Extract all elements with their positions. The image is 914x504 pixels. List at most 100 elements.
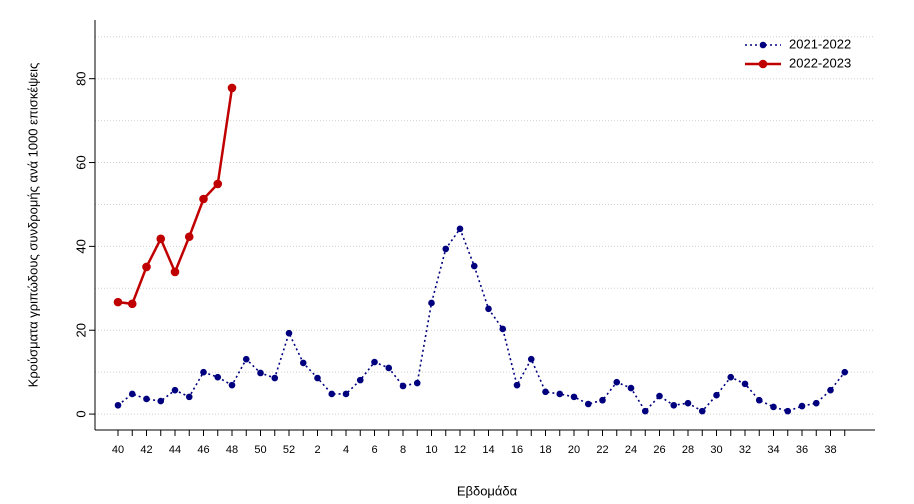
data-point (827, 386, 834, 394)
data-point (770, 403, 777, 411)
x-tick-label: 2 (314, 444, 320, 456)
legend-label: 2022-2023 (789, 55, 851, 70)
data-point (142, 262, 151, 272)
x-tick-label: 18 (539, 444, 551, 456)
y-axis-title: Κρούσματα γριπώδους συνδρομής ανά 1000 ε… (25, 63, 40, 388)
legend-label: 2021-2022 (789, 36, 851, 51)
data-point (570, 393, 578, 401)
data-point (199, 194, 208, 204)
data-point (613, 378, 621, 386)
x-tick-label: 4 (343, 444, 349, 456)
data-point (784, 407, 792, 415)
data-point (257, 369, 264, 377)
x-tick-label: 14 (482, 444, 494, 456)
x-tick-label: 34 (767, 444, 779, 456)
y-tick-label: 0 (73, 410, 88, 417)
data-point (271, 374, 279, 382)
data-point (499, 325, 507, 333)
data-point (527, 355, 535, 363)
x-tick-label: 36 (796, 444, 808, 456)
data-point (385, 364, 393, 372)
data-point (328, 390, 336, 398)
data-point (227, 83, 237, 93)
x-tick-label: 26 (653, 444, 665, 456)
legend-marker (758, 59, 768, 69)
data-point (841, 368, 849, 376)
y-tick-label: 20 (73, 323, 88, 337)
x-tick-label: 28 (682, 444, 694, 456)
data-point (713, 391, 720, 399)
x-tick-label: 22 (596, 444, 608, 456)
x-tick-label: 50 (254, 444, 266, 456)
x-tick-label: 44 (169, 444, 181, 456)
data-point (627, 384, 635, 392)
data-point (285, 329, 293, 337)
data-point (299, 359, 307, 367)
x-tick-label: 8 (400, 444, 406, 456)
data-point (157, 397, 165, 405)
data-point (213, 179, 223, 189)
x-tick-label: 24 (625, 444, 637, 456)
data-point (399, 382, 407, 390)
series-line (117, 227, 846, 413)
data-point (413, 379, 421, 387)
y-tick-label: 40 (73, 239, 88, 253)
data-point (114, 401, 122, 409)
data-point (242, 355, 250, 363)
y-tick-label: 80 (73, 71, 88, 85)
x-axis-title: Εβδομάδα (457, 483, 518, 498)
x-tick-label: 20 (568, 444, 580, 456)
x-tick-label: 10 (425, 444, 437, 456)
legend-marker (759, 41, 767, 49)
data-point (184, 232, 194, 242)
data-point (485, 305, 492, 313)
data-point (684, 399, 692, 407)
data-point (599, 396, 606, 404)
data-point (214, 373, 222, 381)
data-point (542, 388, 549, 396)
data-point (228, 381, 236, 389)
x-tick-label: 30 (710, 444, 722, 456)
data-point (670, 401, 678, 409)
x-tick-label: 12 (454, 444, 466, 456)
x-tick-label: 32 (739, 444, 751, 456)
data-point (442, 245, 450, 253)
data-point (798, 402, 806, 410)
data-point (170, 267, 180, 277)
data-point (128, 390, 136, 398)
data-point (156, 234, 166, 244)
x-tick-label: 38 (824, 444, 836, 456)
data-point (456, 225, 464, 233)
data-point (755, 396, 763, 404)
data-point (356, 376, 364, 384)
data-point (428, 299, 435, 307)
y-tick-label: 60 (73, 155, 88, 169)
x-tick-label: 16 (511, 444, 523, 456)
data-point (127, 299, 137, 309)
data-point (171, 386, 179, 394)
data-point (556, 390, 564, 398)
x-tick-label: 52 (283, 444, 295, 456)
data-point (342, 390, 350, 398)
x-tick-label: 46 (197, 444, 209, 456)
x-tick-label: 6 (371, 444, 377, 456)
data-point (200, 368, 207, 376)
data-point (812, 399, 820, 407)
data-point (698, 407, 706, 415)
data-point (513, 381, 521, 389)
data-point (143, 395, 150, 403)
data-point (584, 400, 592, 408)
x-tick-label: 42 (140, 444, 152, 456)
x-tick-label: 40 (112, 444, 124, 456)
data-point (371, 358, 378, 366)
data-point (113, 297, 123, 307)
data-point (470, 262, 478, 270)
data-point (656, 392, 663, 400)
x-tick-label: 48 (226, 444, 238, 456)
data-point (185, 393, 193, 401)
data-point (727, 373, 735, 381)
data-point (641, 407, 649, 415)
data-point (314, 374, 321, 382)
